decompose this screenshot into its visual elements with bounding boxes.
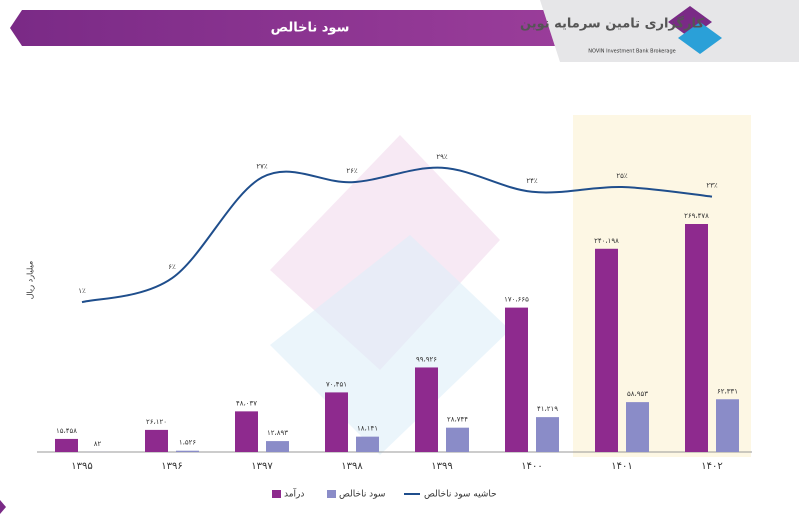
legend-label: سود ناخالص [339, 490, 385, 500]
value-label: ۲۵٪ [616, 172, 628, 180]
bar [595, 248, 618, 452]
bar [685, 224, 708, 452]
value-label: ۱،۵۲۶ [179, 439, 197, 447]
bar [266, 441, 289, 452]
value-label: ۲۶٪ [346, 167, 358, 175]
value-label: ۷۰،۴۵۱ [326, 380, 347, 388]
value-label: ۲۶۹،۴۷۸ [684, 212, 709, 220]
legend-swatch [272, 490, 281, 498]
value-label: ۲۸،۷۴۴ [447, 416, 468, 424]
value-label: ۵۸،۹۵۳ [627, 390, 648, 398]
bar [235, 411, 258, 452]
value-label: ۲۷٪ [256, 162, 268, 170]
value-label: ۸۲ [94, 440, 102, 448]
bar [446, 427, 469, 452]
legend-swatch [327, 490, 336, 498]
value-label: ۴۱،۲۱۹ [537, 405, 558, 413]
value-label: ۱٪ [78, 287, 86, 295]
bar [356, 436, 379, 452]
bar [145, 429, 168, 452]
x-tick-label: ۱۳۹۸ [341, 461, 363, 472]
legend-label: درآمد [284, 488, 304, 500]
bar [505, 307, 528, 452]
bar [536, 417, 559, 452]
value-label: ۹۹،۹۲۶ [416, 355, 437, 363]
logo-mark [678, 22, 722, 54]
value-label: ۲۴۰،۱۹۸ [594, 237, 619, 245]
corner-mark [0, 500, 6, 514]
logo-box [540, 0, 799, 62]
logo-name: کارگزاری تامین سرمایه نوین [520, 16, 704, 32]
bar [176, 450, 199, 452]
bar [325, 392, 348, 452]
value-label: ۴۸،۰۳۷ [236, 399, 257, 407]
value-label: ۱۷۰،۶۶۵ [504, 296, 529, 304]
x-tick-label: ۱۳۹۶ [161, 461, 182, 472]
bar [626, 402, 649, 452]
logo-english: NOVIN Investment Bank Brokerage [588, 49, 675, 55]
value-label: ۱۲،۸۹۳ [267, 429, 288, 437]
value-label: ۱۵،۴۵۸ [56, 427, 77, 435]
x-tick-label: ۱۳۹۵ [71, 461, 92, 472]
x-tick-label: ۱۳۹۷ [251, 461, 273, 472]
header-band [10, 10, 560, 46]
value-label: ۲۴٪ [526, 177, 538, 185]
value-label: ۲۹٪ [436, 153, 448, 161]
x-tick-label: ۱۴۰۲ [701, 461, 722, 472]
value-label: ۶٪ [168, 263, 176, 271]
value-label: ۲۳٪ [706, 182, 718, 190]
value-label: ۶۲،۳۳۱ [717, 387, 738, 395]
y-axis-label: میلیارد ریال [26, 261, 35, 300]
chart-title: سود ناخالص [271, 21, 350, 36]
value-label: ۲۶،۱۲۰ [146, 418, 167, 426]
x-tick-label: ۱۴۰۱ [611, 461, 632, 472]
x-tick-label: ۱۴۰۰ [521, 461, 542, 472]
bar [415, 367, 438, 452]
bar [55, 438, 78, 452]
margin-line [81, 166, 713, 304]
value-label: ۱۸،۱۴۱ [357, 425, 378, 433]
x-tick-label: ۱۳۹۹ [431, 461, 452, 472]
bar [716, 399, 739, 452]
legend-label: حاشیه سود ناخالص [424, 490, 497, 500]
